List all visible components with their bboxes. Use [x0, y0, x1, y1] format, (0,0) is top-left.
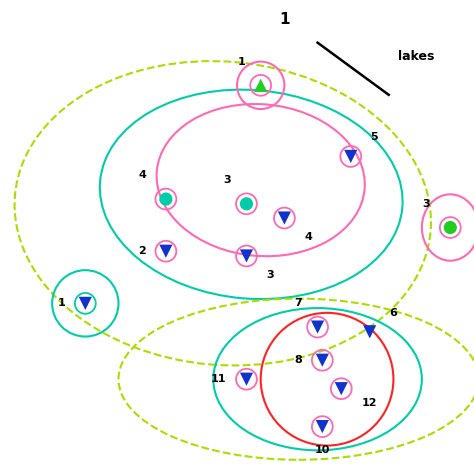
Point: [366, 328, 374, 336]
Point: [347, 153, 355, 160]
Point: [162, 247, 170, 255]
Text: 8: 8: [295, 355, 302, 365]
Point: [319, 356, 326, 364]
Point: [257, 82, 264, 89]
Point: [162, 195, 170, 203]
Point: [243, 252, 250, 260]
Point: [447, 224, 454, 231]
Point: [319, 423, 326, 430]
Text: 4: 4: [304, 232, 312, 242]
Point: [319, 423, 326, 430]
Text: 1: 1: [58, 298, 65, 309]
Point: [162, 195, 170, 203]
Point: [314, 323, 321, 331]
Text: 2: 2: [138, 246, 146, 256]
Text: 10: 10: [315, 445, 330, 456]
Point: [257, 82, 264, 89]
Text: 12: 12: [362, 398, 377, 408]
Text: 1: 1: [238, 56, 246, 67]
Text: 11: 11: [210, 374, 226, 384]
Point: [243, 375, 250, 383]
Point: [319, 356, 326, 364]
Point: [243, 200, 250, 208]
Point: [162, 247, 170, 255]
Text: 7: 7: [295, 298, 302, 309]
Text: 1: 1: [279, 12, 290, 27]
Point: [347, 153, 355, 160]
Point: [337, 385, 345, 392]
Text: 3: 3: [266, 270, 274, 280]
Text: 6: 6: [390, 308, 397, 318]
Point: [314, 323, 321, 331]
Point: [281, 214, 288, 222]
Point: [337, 385, 345, 392]
Point: [243, 252, 250, 260]
Text: 4: 4: [138, 170, 146, 181]
Text: 3: 3: [423, 199, 430, 209]
Point: [281, 214, 288, 222]
Point: [82, 300, 89, 307]
Point: [82, 300, 89, 307]
Point: [447, 224, 454, 231]
Text: lakes: lakes: [398, 50, 435, 64]
Text: 5: 5: [371, 132, 378, 143]
Text: 3: 3: [224, 175, 231, 185]
Point: [243, 375, 250, 383]
Point: [243, 200, 250, 208]
